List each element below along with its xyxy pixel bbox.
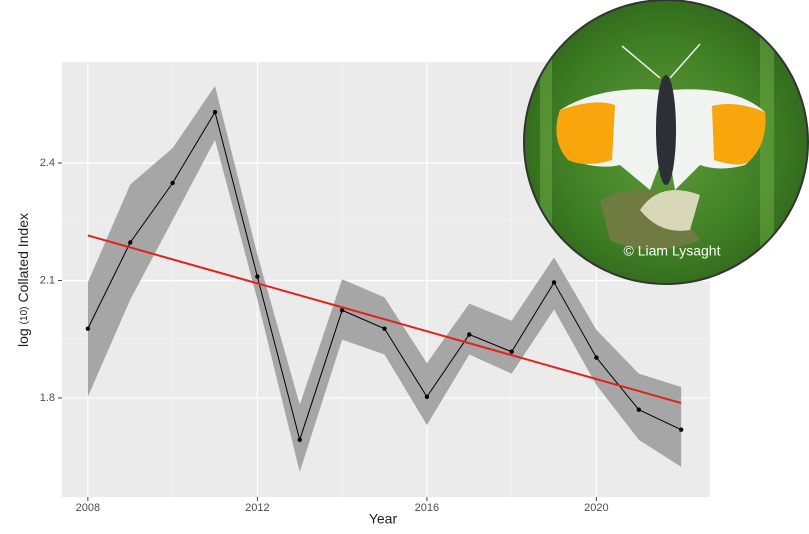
photo — [524, 0, 808, 284]
y-axis-title-prefix: log — [15, 328, 31, 347]
point — [212, 109, 218, 115]
y-axis-title-subscript: (10) — [19, 307, 30, 325]
point — [339, 308, 345, 313]
point — [85, 326, 91, 331]
x-tick-label: 2012 — [245, 502, 269, 514]
point — [551, 280, 557, 285]
trend-line — [87, 234, 682, 404]
x-tick-label: 2008 — [76, 502, 100, 514]
point — [382, 326, 387, 331]
point — [467, 332, 472, 337]
y-tick-label: 2.1 — [40, 274, 55, 286]
photo-border — [523, 0, 809, 285]
point — [297, 437, 302, 443]
point — [509, 349, 514, 354]
photo-credit: © Liam Lysaght — [624, 243, 721, 259]
x-tick-label: 2020 — [584, 502, 608, 514]
y-axis-title: log (10) Collated Index — [15, 213, 31, 347]
point — [636, 407, 642, 412]
confidence-band — [87, 85, 682, 472]
point — [424, 394, 430, 399]
x-tick-label: 2016 — [415, 502, 439, 514]
y-tick-label: 2.4 — [40, 157, 55, 169]
point — [170, 180, 175, 186]
y-tick-label: 1.8 — [40, 392, 55, 404]
x-axis-title: Year — [369, 511, 398, 527]
point — [594, 355, 599, 360]
point — [128, 240, 133, 245]
y-axis-title-text: Collated Index — [15, 213, 31, 303]
plot-area — [62, 62, 710, 497]
point — [678, 427, 684, 432]
point — [255, 274, 260, 279]
